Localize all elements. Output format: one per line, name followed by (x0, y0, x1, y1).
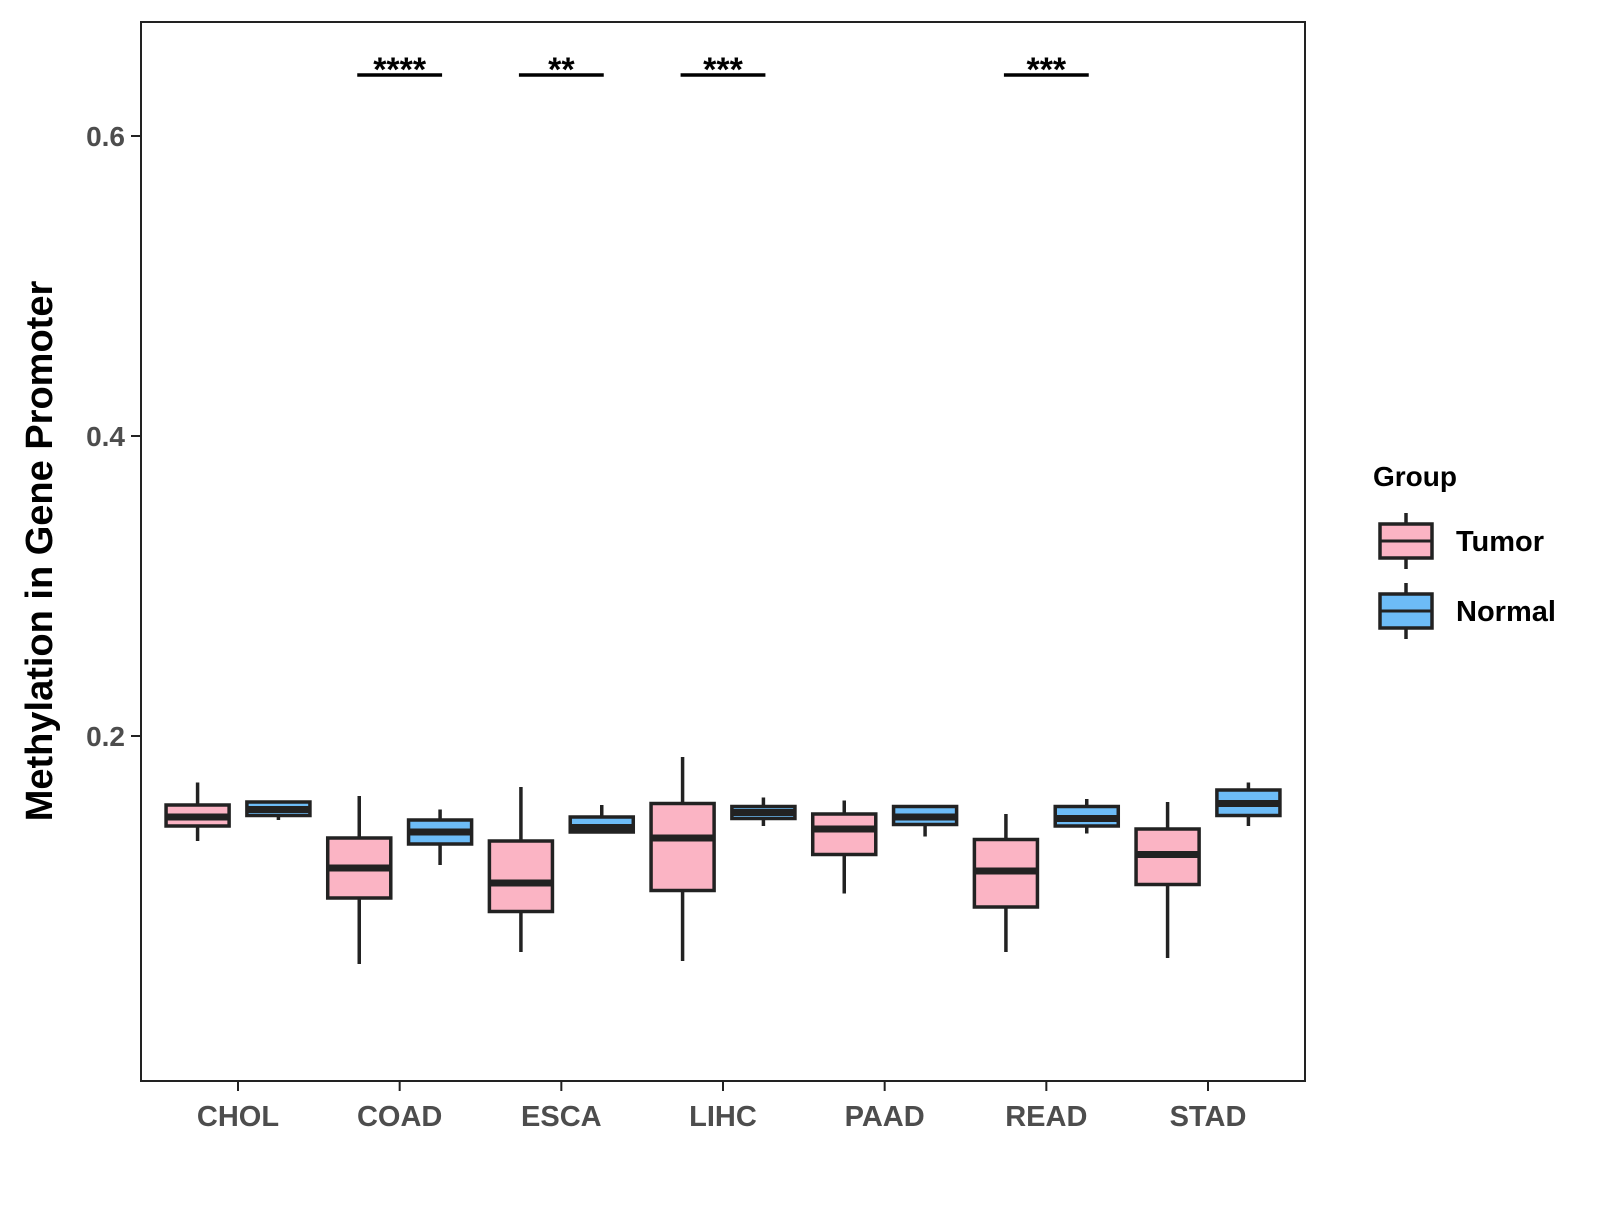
y-axis-title: Methylation in Gene Promoter (19, 281, 61, 822)
legend-item-normal: Normal (1378, 583, 1556, 639)
significance-stars: ** (548, 51, 575, 89)
box-normal-chol (245, 800, 312, 820)
x-tick-label: LIHC (689, 1101, 757, 1133)
box-tumor-stad (1134, 802, 1201, 958)
x-tick-label: STAD (1170, 1101, 1247, 1133)
legend-label: Normal (1456, 596, 1556, 628)
significance-annotations: **** ** *** *** (357, 51, 1089, 89)
box-tumor-chol (164, 782, 231, 841)
box-tumor-read (972, 814, 1040, 952)
box-normal-coad (406, 809, 474, 865)
box-tumor-esca (487, 787, 555, 952)
box-iqr (487, 839, 555, 914)
box-tumor-paad (810, 800, 878, 894)
box-normal-paad (891, 804, 959, 837)
legend-item-tumor: Tumor (1378, 513, 1544, 569)
x-tick-label: ESCA (521, 1101, 602, 1133)
box-normal-read (1053, 799, 1121, 834)
plot-marks (164, 757, 1282, 964)
x-tick-label: PAAD (845, 1101, 925, 1133)
significance-stars: *** (703, 51, 743, 89)
x-tick-label: COAD (357, 1101, 442, 1133)
x-tick-label: CHOL (197, 1101, 279, 1133)
legend-items: Tumor Normal (1378, 513, 1556, 639)
y-tick-label: 0.2 (86, 721, 125, 752)
legend-label: Tumor (1456, 526, 1544, 558)
box-iqr (649, 801, 716, 893)
box-tumor-lihc (649, 757, 716, 961)
box-iqr (810, 812, 878, 857)
box-normal-stad (1215, 782, 1282, 826)
significance-stars: **** (373, 51, 427, 89)
significance-stars: *** (1026, 51, 1066, 89)
box-normal-esca (568, 805, 636, 834)
legend-title: Group (1373, 461, 1457, 492)
x-axis: CHOL COAD ESCA LIHC PAAD READ STAD (197, 1081, 1246, 1133)
legend: Group Tumor Normal (1373, 461, 1556, 639)
x-tick-label: READ (1005, 1101, 1087, 1133)
y-tick-label: 0.6 (86, 121, 125, 152)
box-tumor-coad (325, 796, 393, 964)
y-axis: 0.2 0.4 0.6 (86, 121, 141, 752)
y-tick-label: 0.4 (86, 421, 125, 452)
box-normal-lihc (730, 797, 797, 826)
